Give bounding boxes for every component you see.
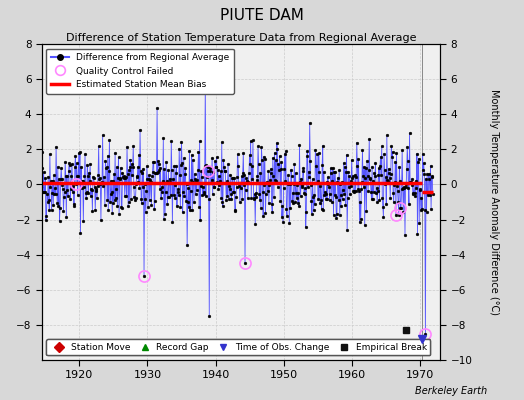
Difference from Regional Average — [398, 205, 404, 210]
Difference from Regional Average — [324, 196, 331, 201]
Difference from Regional Average — [133, 182, 139, 186]
Text: PIUTE DAM: PIUTE DAM — [220, 8, 304, 23]
Difference from Regional Average — [401, 186, 408, 190]
Difference from Regional Average — [298, 194, 304, 199]
Title: Difference of Station Temperature Data from Regional Average: Difference of Station Temperature Data f… — [66, 33, 416, 43]
Legend: Station Move, Record Gap, Time of Obs. Change, Empirical Break: Station Move, Record Gap, Time of Obs. C… — [47, 339, 430, 356]
Text: Berkeley Earth: Berkeley Earth — [415, 386, 487, 396]
Difference from Regional Average — [172, 170, 179, 175]
Difference from Regional Average — [202, 80, 209, 85]
Difference from Regional Average — [430, 192, 436, 196]
Difference from Regional Average — [422, 331, 429, 336]
Y-axis label: Monthly Temperature Anomaly Difference (°C): Monthly Temperature Anomaly Difference (… — [489, 89, 499, 315]
Line: Difference from Regional Average: Difference from Regional Average — [37, 81, 434, 335]
Difference from Regional Average — [36, 171, 42, 176]
